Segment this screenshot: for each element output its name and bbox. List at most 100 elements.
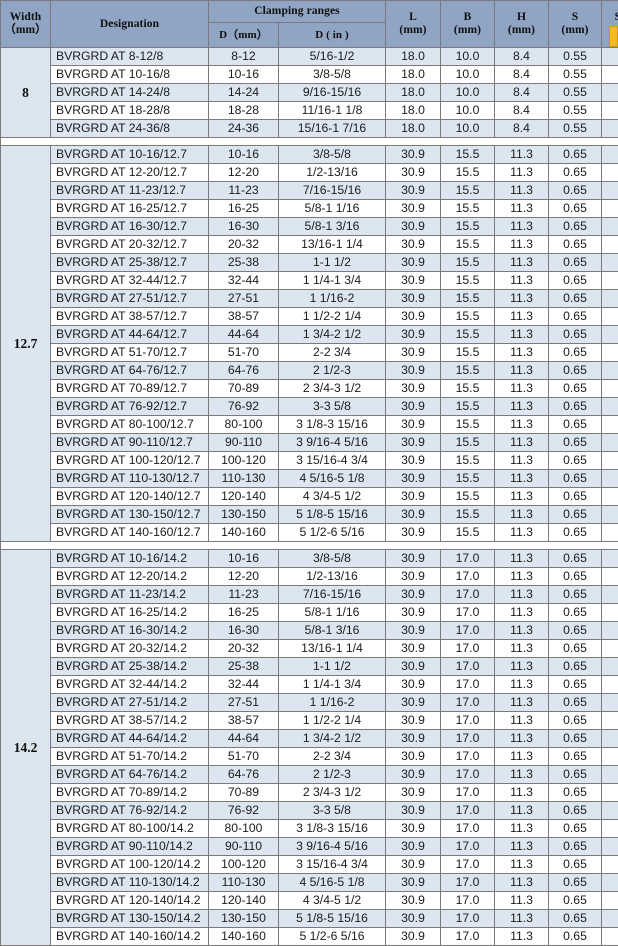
cell-h: 11.3 (495, 218, 549, 236)
column-header-width: Width （mm） (1, 1, 51, 48)
cell-h: 11.3 (495, 856, 549, 874)
cell-d-in: 3 1/8-3 15/16 (279, 416, 386, 434)
cell-d-in: 1/2-13/16 (279, 164, 386, 182)
cell-d-in: 1 1/4-1 3/4 (279, 272, 386, 290)
cell-s: 0.65 (549, 568, 602, 586)
cell-d-mm: 20-32 (209, 236, 279, 254)
cell-h: 11.3 (495, 730, 549, 748)
cell-s: 0.65 (549, 362, 602, 380)
cell-designation: BVRGRD AT 80-100/12.7 (51, 416, 209, 434)
cell-b: 15.5 (441, 506, 495, 524)
header-l-unit: (mm) (399, 24, 426, 36)
cell-b: 17.0 (441, 784, 495, 802)
cell-d-mm: 16-25 (209, 200, 279, 218)
cell-s: 0.65 (549, 874, 602, 892)
cell-sw1: 0.8 (602, 586, 618, 604)
cell-d-mm: 16-30 (209, 218, 279, 236)
cell-b: 17.0 (441, 856, 495, 874)
cell-l: 30.9 (386, 290, 441, 308)
cell-l: 30.9 (386, 380, 441, 398)
cell-d-in: 1 1/2-2 1/4 (279, 308, 386, 326)
cell-sw1: 0.8 (602, 470, 618, 488)
cell-h: 11.3 (495, 380, 549, 398)
cell-s: 0.65 (549, 326, 602, 344)
cell-l: 30.9 (386, 856, 441, 874)
cell-s: 0.65 (549, 164, 602, 182)
cell-h: 11.3 (495, 748, 549, 766)
cell-b: 15.5 (441, 362, 495, 380)
cell-l: 30.9 (386, 604, 441, 622)
cell-h: 11.3 (495, 892, 549, 910)
cell-h: 11.3 (495, 344, 549, 362)
cell-l: 18.0 (386, 84, 441, 102)
cell-d-in: 2 1/2-3 (279, 362, 386, 380)
cell-s: 0.65 (549, 470, 602, 488)
cell-d-mm: 27-51 (209, 290, 279, 308)
cell-sw1: 0.6 (602, 102, 618, 120)
cell-designation: BVRGRD AT 64-76/14.2 (51, 766, 209, 784)
column-header-designation: Designation (51, 1, 209, 48)
cell-designation: BVRGRD AT 140-160/14.2 (51, 928, 209, 946)
cell-designation: BVRGRD AT 100-120/14.2 (51, 856, 209, 874)
cell-s: 0.65 (549, 766, 602, 784)
cell-s: 0.65 (549, 524, 602, 542)
cell-h: 11.3 (495, 766, 549, 784)
cell-l: 30.9 (386, 416, 441, 434)
cell-b: 15.5 (441, 200, 495, 218)
cell-h: 11.3 (495, 928, 549, 946)
cell-h: 11.3 (495, 694, 549, 712)
cell-designation: BVRGRD AT 16-30/14.2 (51, 622, 209, 640)
cell-l: 30.9 (386, 488, 441, 506)
cell-s: 0.65 (549, 604, 602, 622)
cell-d-in: 3 15/16-4 3/4 (279, 856, 386, 874)
width-group-cell: 14.2 (1, 550, 51, 946)
cell-h: 11.3 (495, 164, 549, 182)
cell-d-mm: 11-23 (209, 182, 279, 200)
cell-s: 0.65 (549, 910, 602, 928)
cell-d-mm: 70-89 (209, 380, 279, 398)
cell-designation: BVRGRD AT 51-70/12.7 (51, 344, 209, 362)
cell-d-in: 7/16-15/16 (279, 182, 386, 200)
cell-h: 11.3 (495, 658, 549, 676)
cell-b: 17.0 (441, 712, 495, 730)
header-width-label: Width (10, 11, 42, 23)
cell-h: 11.3 (495, 326, 549, 344)
cell-b: 17.0 (441, 892, 495, 910)
cell-d-mm: 11-23 (209, 586, 279, 604)
cell-l: 30.9 (386, 712, 441, 730)
cell-b: 17.0 (441, 802, 495, 820)
cell-designation: BVRGRD AT 16-25/14.2 (51, 604, 209, 622)
cell-b: 15.5 (441, 452, 495, 470)
cell-d-in: 3 15/16-4 3/4 (279, 452, 386, 470)
cell-sw1: 0.8 (602, 236, 618, 254)
cell-b: 10.0 (441, 102, 495, 120)
cell-b: 15.5 (441, 236, 495, 254)
cell-sw1: 0.8 (602, 524, 618, 542)
cell-d-mm: 38-57 (209, 308, 279, 326)
cell-designation: BVRGRD AT 27-51/12.7 (51, 290, 209, 308)
cell-l: 30.9 (386, 452, 441, 470)
cell-h: 11.3 (495, 676, 549, 694)
cell-s: 0.55 (549, 66, 602, 84)
cell-s: 0.65 (549, 748, 602, 766)
cell-d-mm: 90-110 (209, 838, 279, 856)
cell-d-mm: 38-57 (209, 712, 279, 730)
cell-h: 11.3 (495, 362, 549, 380)
cell-sw1: 0.8 (602, 416, 618, 434)
cell-s: 0.65 (549, 488, 602, 506)
